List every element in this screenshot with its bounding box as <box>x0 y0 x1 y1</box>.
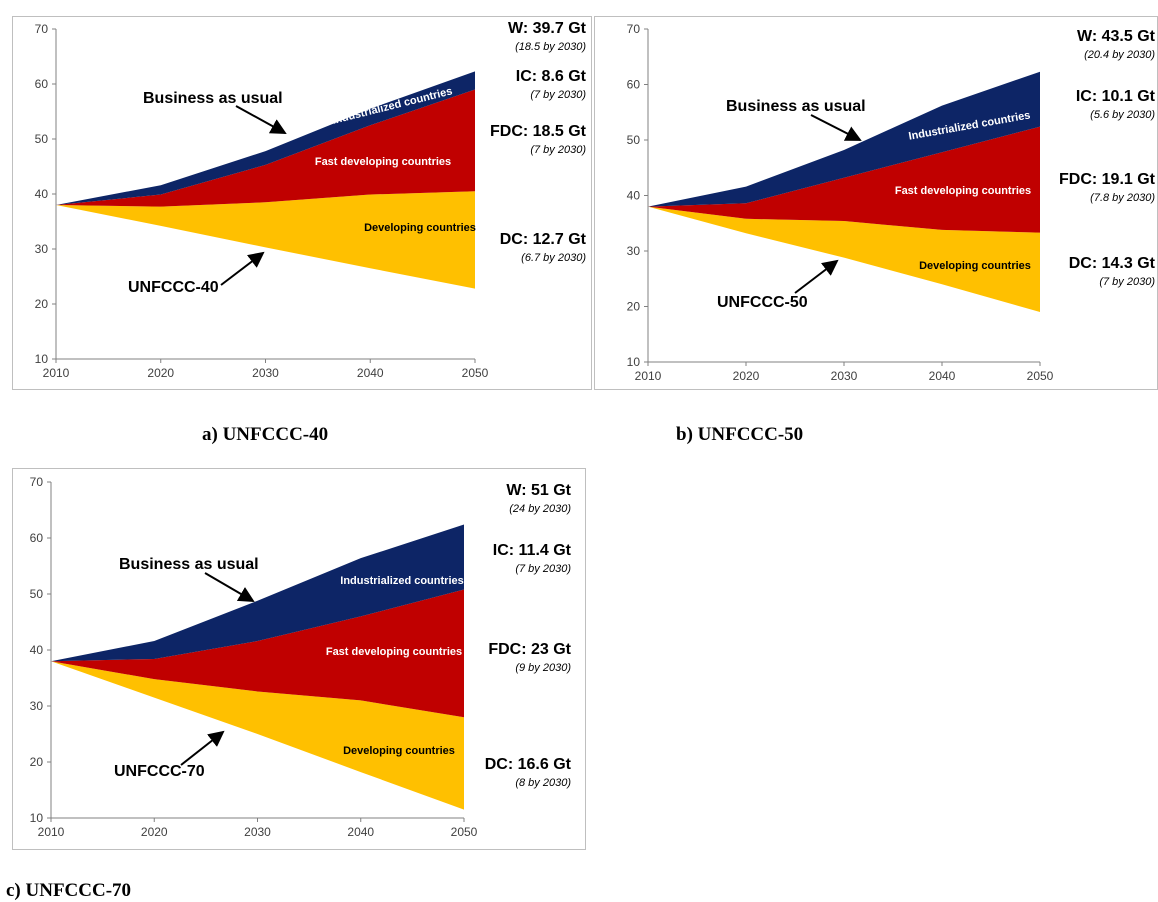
y-tick-label: 40 <box>627 189 641 203</box>
y-tick-label: 10 <box>627 355 641 369</box>
w-total-label: W: 43.5 Gt <box>1077 28 1155 45</box>
x-tick-label: 2030 <box>252 366 279 380</box>
x-tick-label: 2040 <box>357 366 384 380</box>
caption-a: a) UNFCCC-40 <box>202 424 329 445</box>
ic-total-label: IC: 8.6 Gt <box>515 68 586 85</box>
dc-total-label: DC: 12.7 Gt <box>499 231 586 248</box>
series-label-developing-countries: Developing countries <box>343 745 455 757</box>
series-label-fast-developing-countries: Fast developing countries <box>315 156 451 168</box>
bau-arrow <box>204 572 255 603</box>
y-tick-label: 10 <box>35 352 49 366</box>
bau-label: Business as usual <box>726 98 866 115</box>
x-tick-label: 2020 <box>733 369 760 383</box>
scenario-arrow <box>794 259 839 294</box>
x-tick-label: 2050 <box>462 366 489 380</box>
series-label-developing-countries: Developing countries <box>919 260 1031 272</box>
scenario-arrow <box>220 251 265 286</box>
fdc-2030-label: (9 by 2030) <box>515 662 571 674</box>
area-industrialized-countries <box>51 524 464 662</box>
y-tick-label: 30 <box>627 244 641 258</box>
w-total-label: W: 39.7 Gt <box>508 20 586 37</box>
bau-label: Business as usual <box>119 556 259 573</box>
dc-2030-label: (8 by 2030) <box>515 777 571 789</box>
y-tick-label: 70 <box>627 22 641 36</box>
y-tick-label: 20 <box>627 300 641 314</box>
ic-2030-label: (7 by 2030) <box>515 563 571 575</box>
x-tick-label: 2020 <box>141 825 168 839</box>
y-tick-label: 20 <box>35 297 49 311</box>
x-tick-label: 2040 <box>929 369 956 383</box>
caption-c: c) UNFCCC-70 <box>6 880 132 901</box>
y-tick-label: 60 <box>627 78 641 92</box>
area-developing-countries <box>56 191 475 289</box>
x-tick-label: 2010 <box>38 825 65 839</box>
fdc-2030-label: (7.8 by 2030) <box>1090 192 1155 204</box>
x-tick-label: 2010 <box>43 366 70 380</box>
chart-panel-b: 10 20 30 40 50 60 70 2010 2020 2030 2040 2050 Develo… <box>594 16 1158 390</box>
area-fast-developing-countries <box>51 589 464 718</box>
chart-panel-a: 10 20 30 40 50 60 70 2010 2020 2030 2040 2050 Develo… <box>12 16 592 390</box>
y-tick-label: 50 <box>35 132 49 146</box>
x-tick-label: 2050 <box>1027 369 1054 383</box>
x-tick-label: 2020 <box>147 366 174 380</box>
dc-total-label: DC: 16.6 Gt <box>484 756 571 773</box>
ic-total-label: IC: 11.4 Gt <box>492 542 571 559</box>
fdc-total-label: FDC: 23 Gt <box>488 641 571 658</box>
w-2030-label: (18.5 by 2030) <box>515 41 586 53</box>
dc-total-label: DC: 14.3 Gt <box>1068 255 1155 272</box>
y-tick-label: 50 <box>627 133 641 147</box>
fdc-2030-label: (7 by 2030) <box>530 144 586 156</box>
scenario-label: UNFCCC-70 <box>114 763 205 780</box>
y-tick-label: 60 <box>35 77 49 91</box>
w-2030-label: (24 by 2030) <box>509 503 571 515</box>
chart-panel-c: 10 20 30 40 50 60 70 2010 2020 2030 2040 2050 Develo… <box>12 468 586 850</box>
x-tick-label: 2030 <box>244 825 271 839</box>
y-tick-label: 60 <box>30 531 44 545</box>
y-tick-label: 70 <box>35 22 49 36</box>
scenario-label: UNFCCC-50 <box>717 294 808 311</box>
caption-b: b) UNFCCC-50 <box>676 424 804 445</box>
dc-2030-label: (7 by 2030) <box>1099 276 1155 288</box>
ic-2030-label: (7 by 2030) <box>530 89 586 101</box>
w-2030-label: (20.4 by 2030) <box>1084 49 1155 61</box>
area-developing-countries <box>51 661 464 810</box>
y-tick-label: 40 <box>35 187 49 201</box>
area-developing-countries <box>648 206 1040 313</box>
w-total-label: W: 51 Gt <box>506 482 571 499</box>
fdc-total-label: FDC: 18.5 Gt <box>489 123 586 140</box>
area-fast-developing-countries <box>648 126 1040 233</box>
y-tick-label: 40 <box>30 643 44 657</box>
fdc-total-label: FDC: 19.1 Gt <box>1058 171 1155 188</box>
ic-total-label: IC: 10.1 Gt <box>1075 88 1155 105</box>
x-tick-label: 2010 <box>635 369 662 383</box>
area-industrialized-countries <box>648 71 1040 207</box>
bau-label: Business as usual <box>143 90 283 107</box>
area-fast-developing-countries <box>56 89 475 207</box>
series-label-fast-developing-countries: Fast developing countries <box>895 185 1031 197</box>
x-tick-label: 2030 <box>831 369 858 383</box>
y-tick-label: 30 <box>35 242 49 256</box>
bau-arrow <box>810 114 862 141</box>
y-tick-label: 10 <box>30 811 44 825</box>
y-tick-label: 50 <box>30 587 44 601</box>
dc-2030-label: (6.7 by 2030) <box>521 252 586 264</box>
series-label-developing-countries: Developing countries <box>364 222 476 234</box>
series-label-fast-developing-countries: Fast developing countries <box>326 646 462 658</box>
ic-2030-label: (5.6 by 2030) <box>1090 109 1155 121</box>
series-label-industrialized-countries: Industrialized countries <box>340 575 463 587</box>
y-tick-label: 20 <box>30 755 44 769</box>
bau-arrow <box>235 105 287 134</box>
y-tick-label: 70 <box>30 475 44 489</box>
x-tick-label: 2050 <box>451 825 478 839</box>
x-tick-label: 2040 <box>347 825 374 839</box>
scenario-arrow <box>180 730 225 766</box>
scenario-label: UNFCCC-40 <box>128 279 219 296</box>
y-tick-label: 30 <box>30 699 44 713</box>
